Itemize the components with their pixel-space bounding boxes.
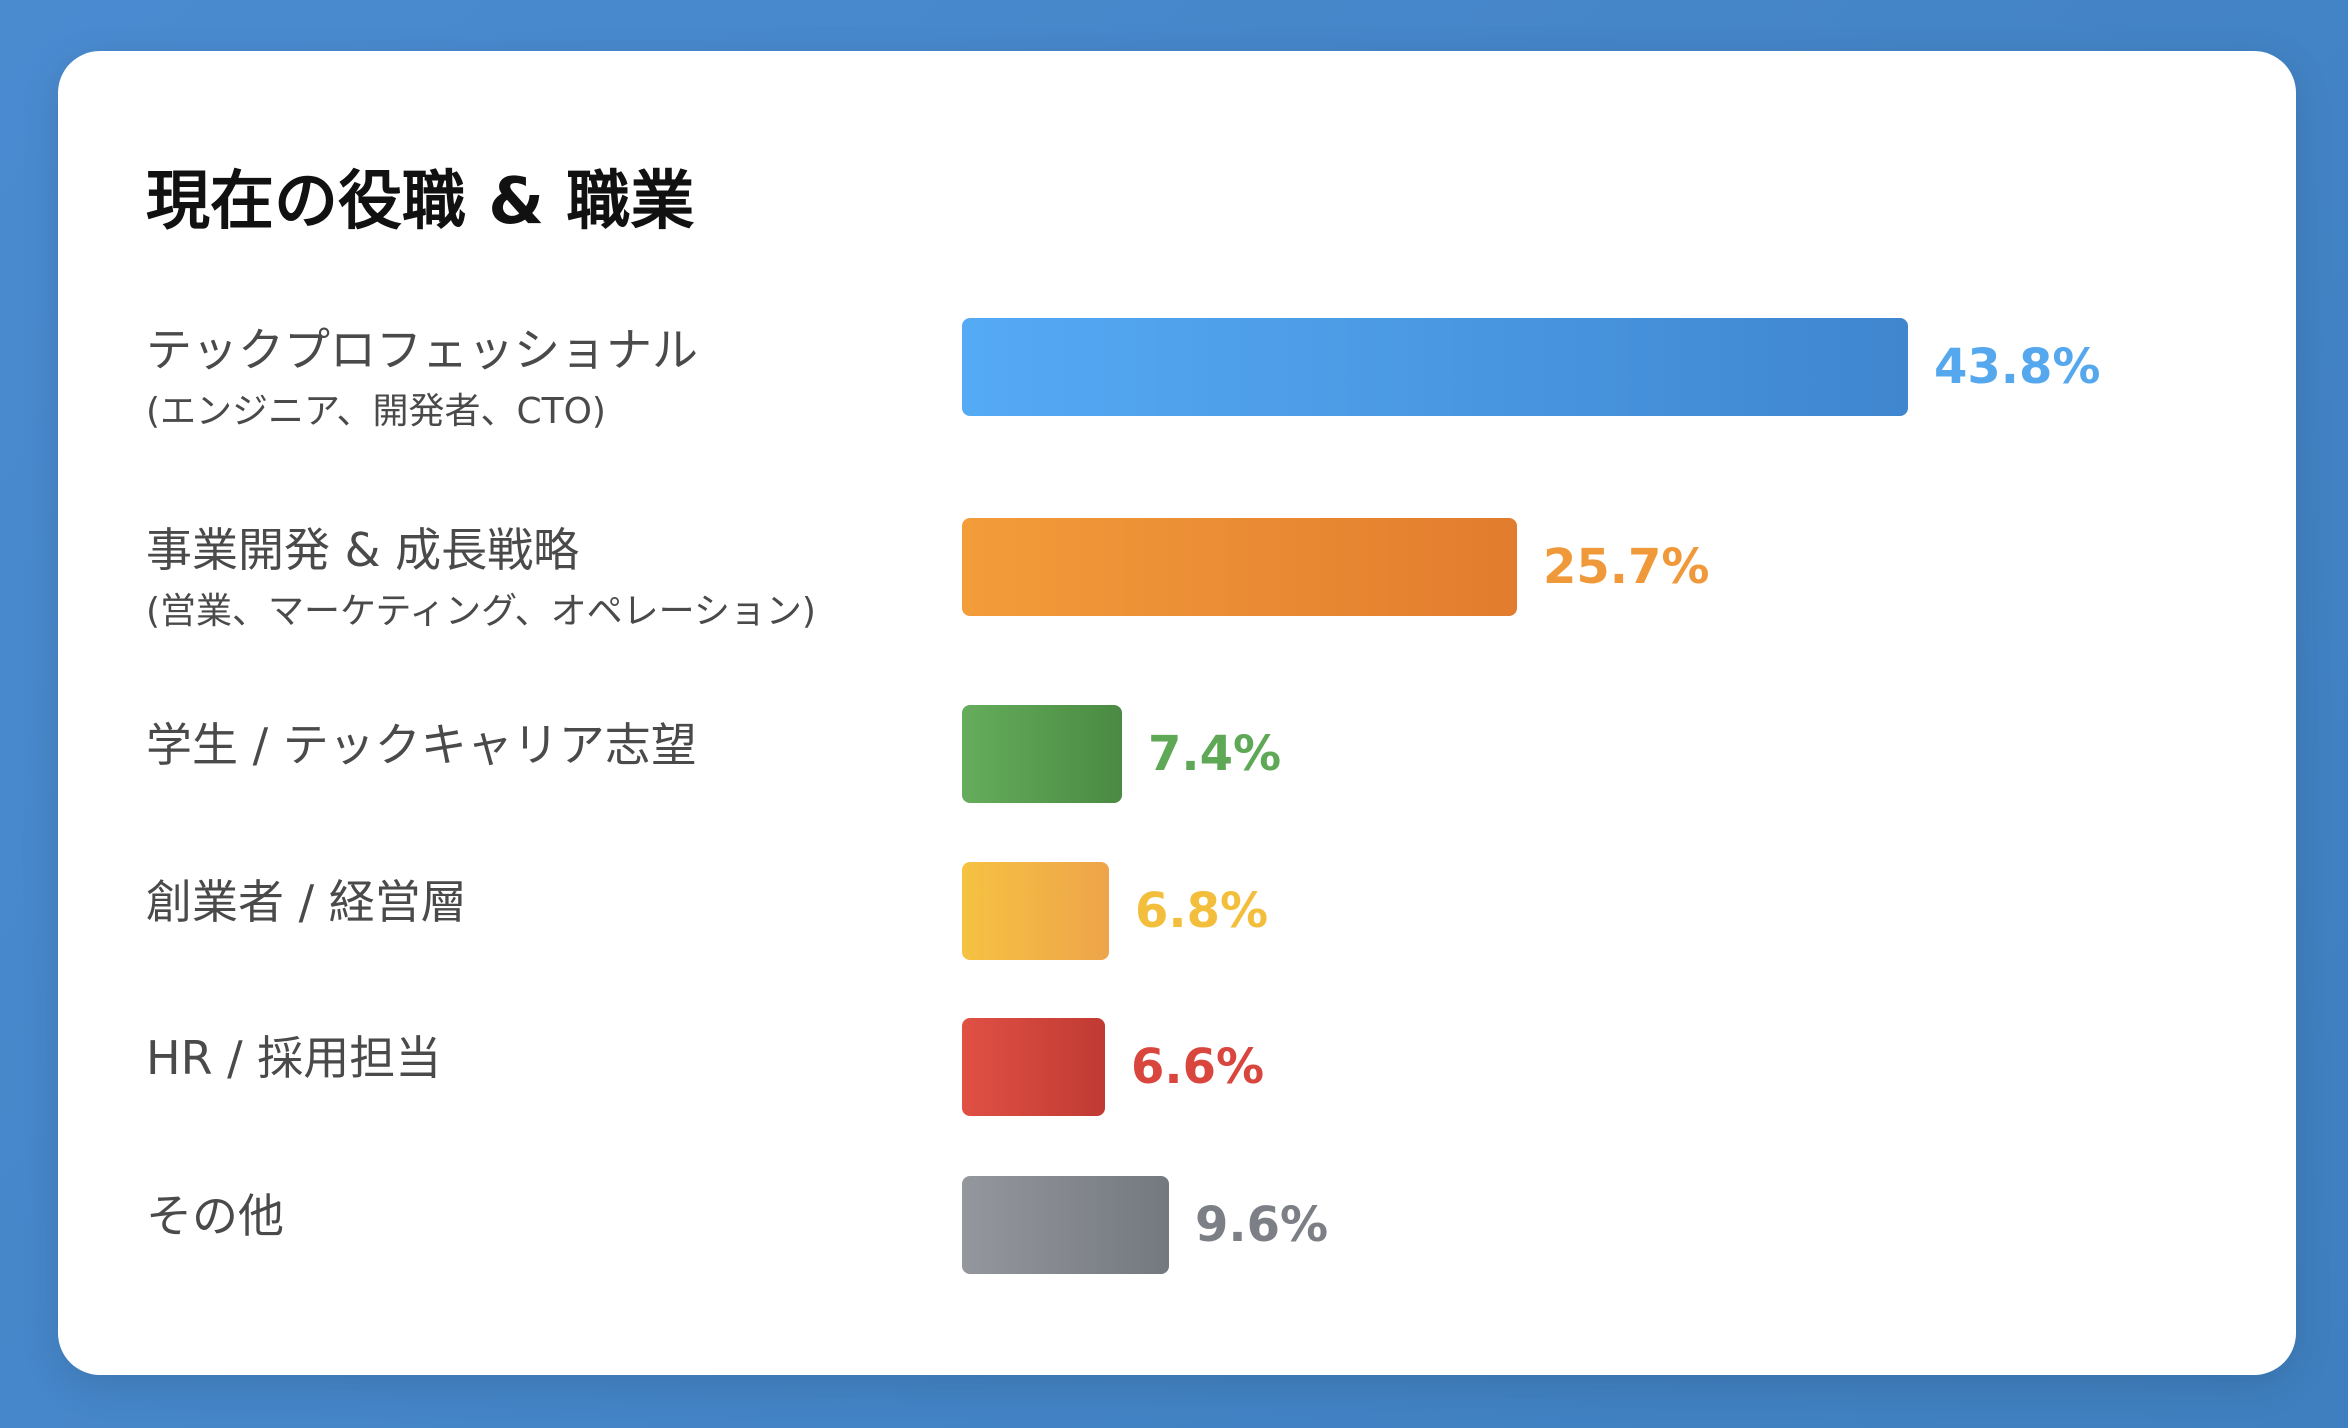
bar	[962, 1018, 1105, 1116]
value-label: 43.8%	[1934, 339, 2101, 395]
category-sublabel: (営業、マーケティング、オペレーション)	[146, 591, 816, 632]
chart-card	[58, 51, 2296, 1375]
bar	[962, 1176, 1169, 1274]
category-sublabel: (エンジニア、開発者、CTO)	[146, 391, 606, 432]
bar	[962, 318, 1908, 416]
category-label: その他	[146, 1189, 284, 1243]
value-label: 25.7%	[1543, 539, 1710, 595]
bar	[962, 862, 1109, 960]
category-label: テックプロフェッショナル	[146, 323, 698, 377]
bar	[962, 705, 1122, 803]
bar	[962, 518, 1517, 616]
category-label: 創業者 / 経営層	[146, 875, 467, 929]
value-label: 7.4%	[1148, 726, 1282, 782]
chart-title: 現在の役職 & 職業	[146, 165, 695, 239]
value-label: 6.6%	[1131, 1039, 1265, 1095]
category-label: HR / 採用担当	[146, 1031, 442, 1085]
value-label: 6.8%	[1135, 883, 1269, 939]
category-label: 学生 / テックキャリア志望	[146, 718, 697, 772]
category-label: 事業開発 & 成長戦略	[146, 523, 580, 577]
value-label: 9.6%	[1195, 1197, 1329, 1253]
